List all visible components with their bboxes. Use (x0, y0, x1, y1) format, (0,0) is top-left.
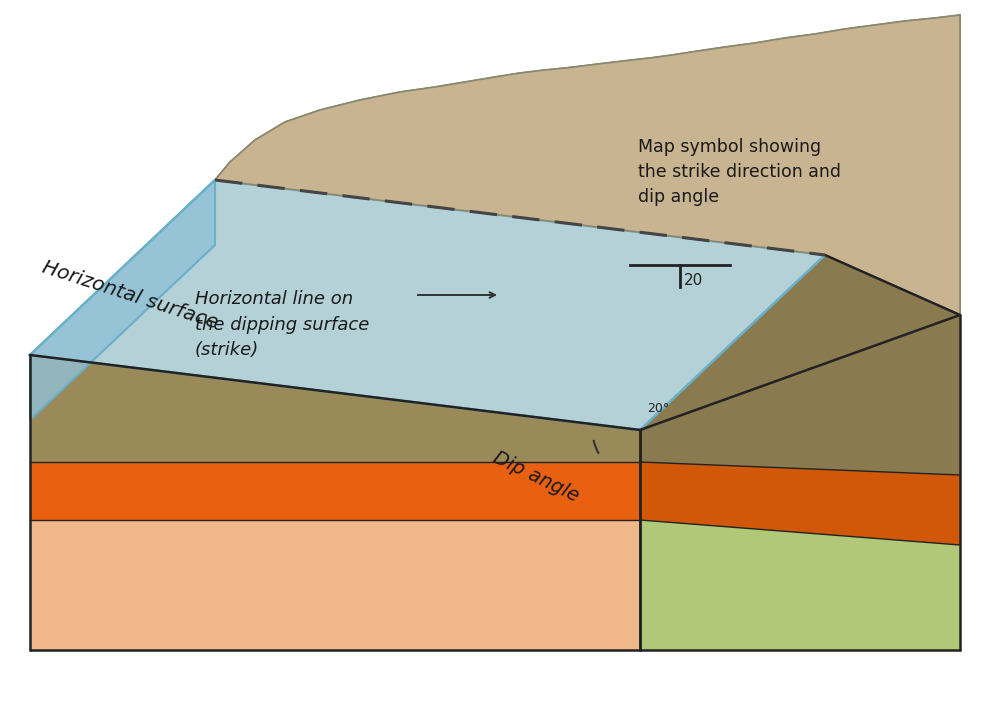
Polygon shape (30, 180, 215, 420)
Polygon shape (640, 255, 960, 650)
Polygon shape (640, 520, 960, 650)
Polygon shape (30, 462, 640, 520)
Polygon shape (640, 462, 960, 545)
Text: Horizontal surface: Horizontal surface (40, 258, 221, 333)
Polygon shape (30, 355, 640, 650)
Polygon shape (30, 180, 825, 430)
Polygon shape (215, 15, 960, 315)
Polygon shape (215, 15, 960, 315)
Polygon shape (30, 180, 825, 430)
Text: Map symbol showing
the strike direction and
dip angle: Map symbol showing the strike direction … (638, 138, 841, 206)
Text: 20°: 20° (647, 401, 669, 414)
Polygon shape (640, 255, 960, 475)
Text: Horizontal line on
the dipping surface
(strike): Horizontal line on the dipping surface (… (195, 290, 369, 360)
Polygon shape (30, 355, 640, 462)
Text: 20: 20 (684, 273, 703, 288)
Text: Dip angle: Dip angle (490, 448, 582, 506)
